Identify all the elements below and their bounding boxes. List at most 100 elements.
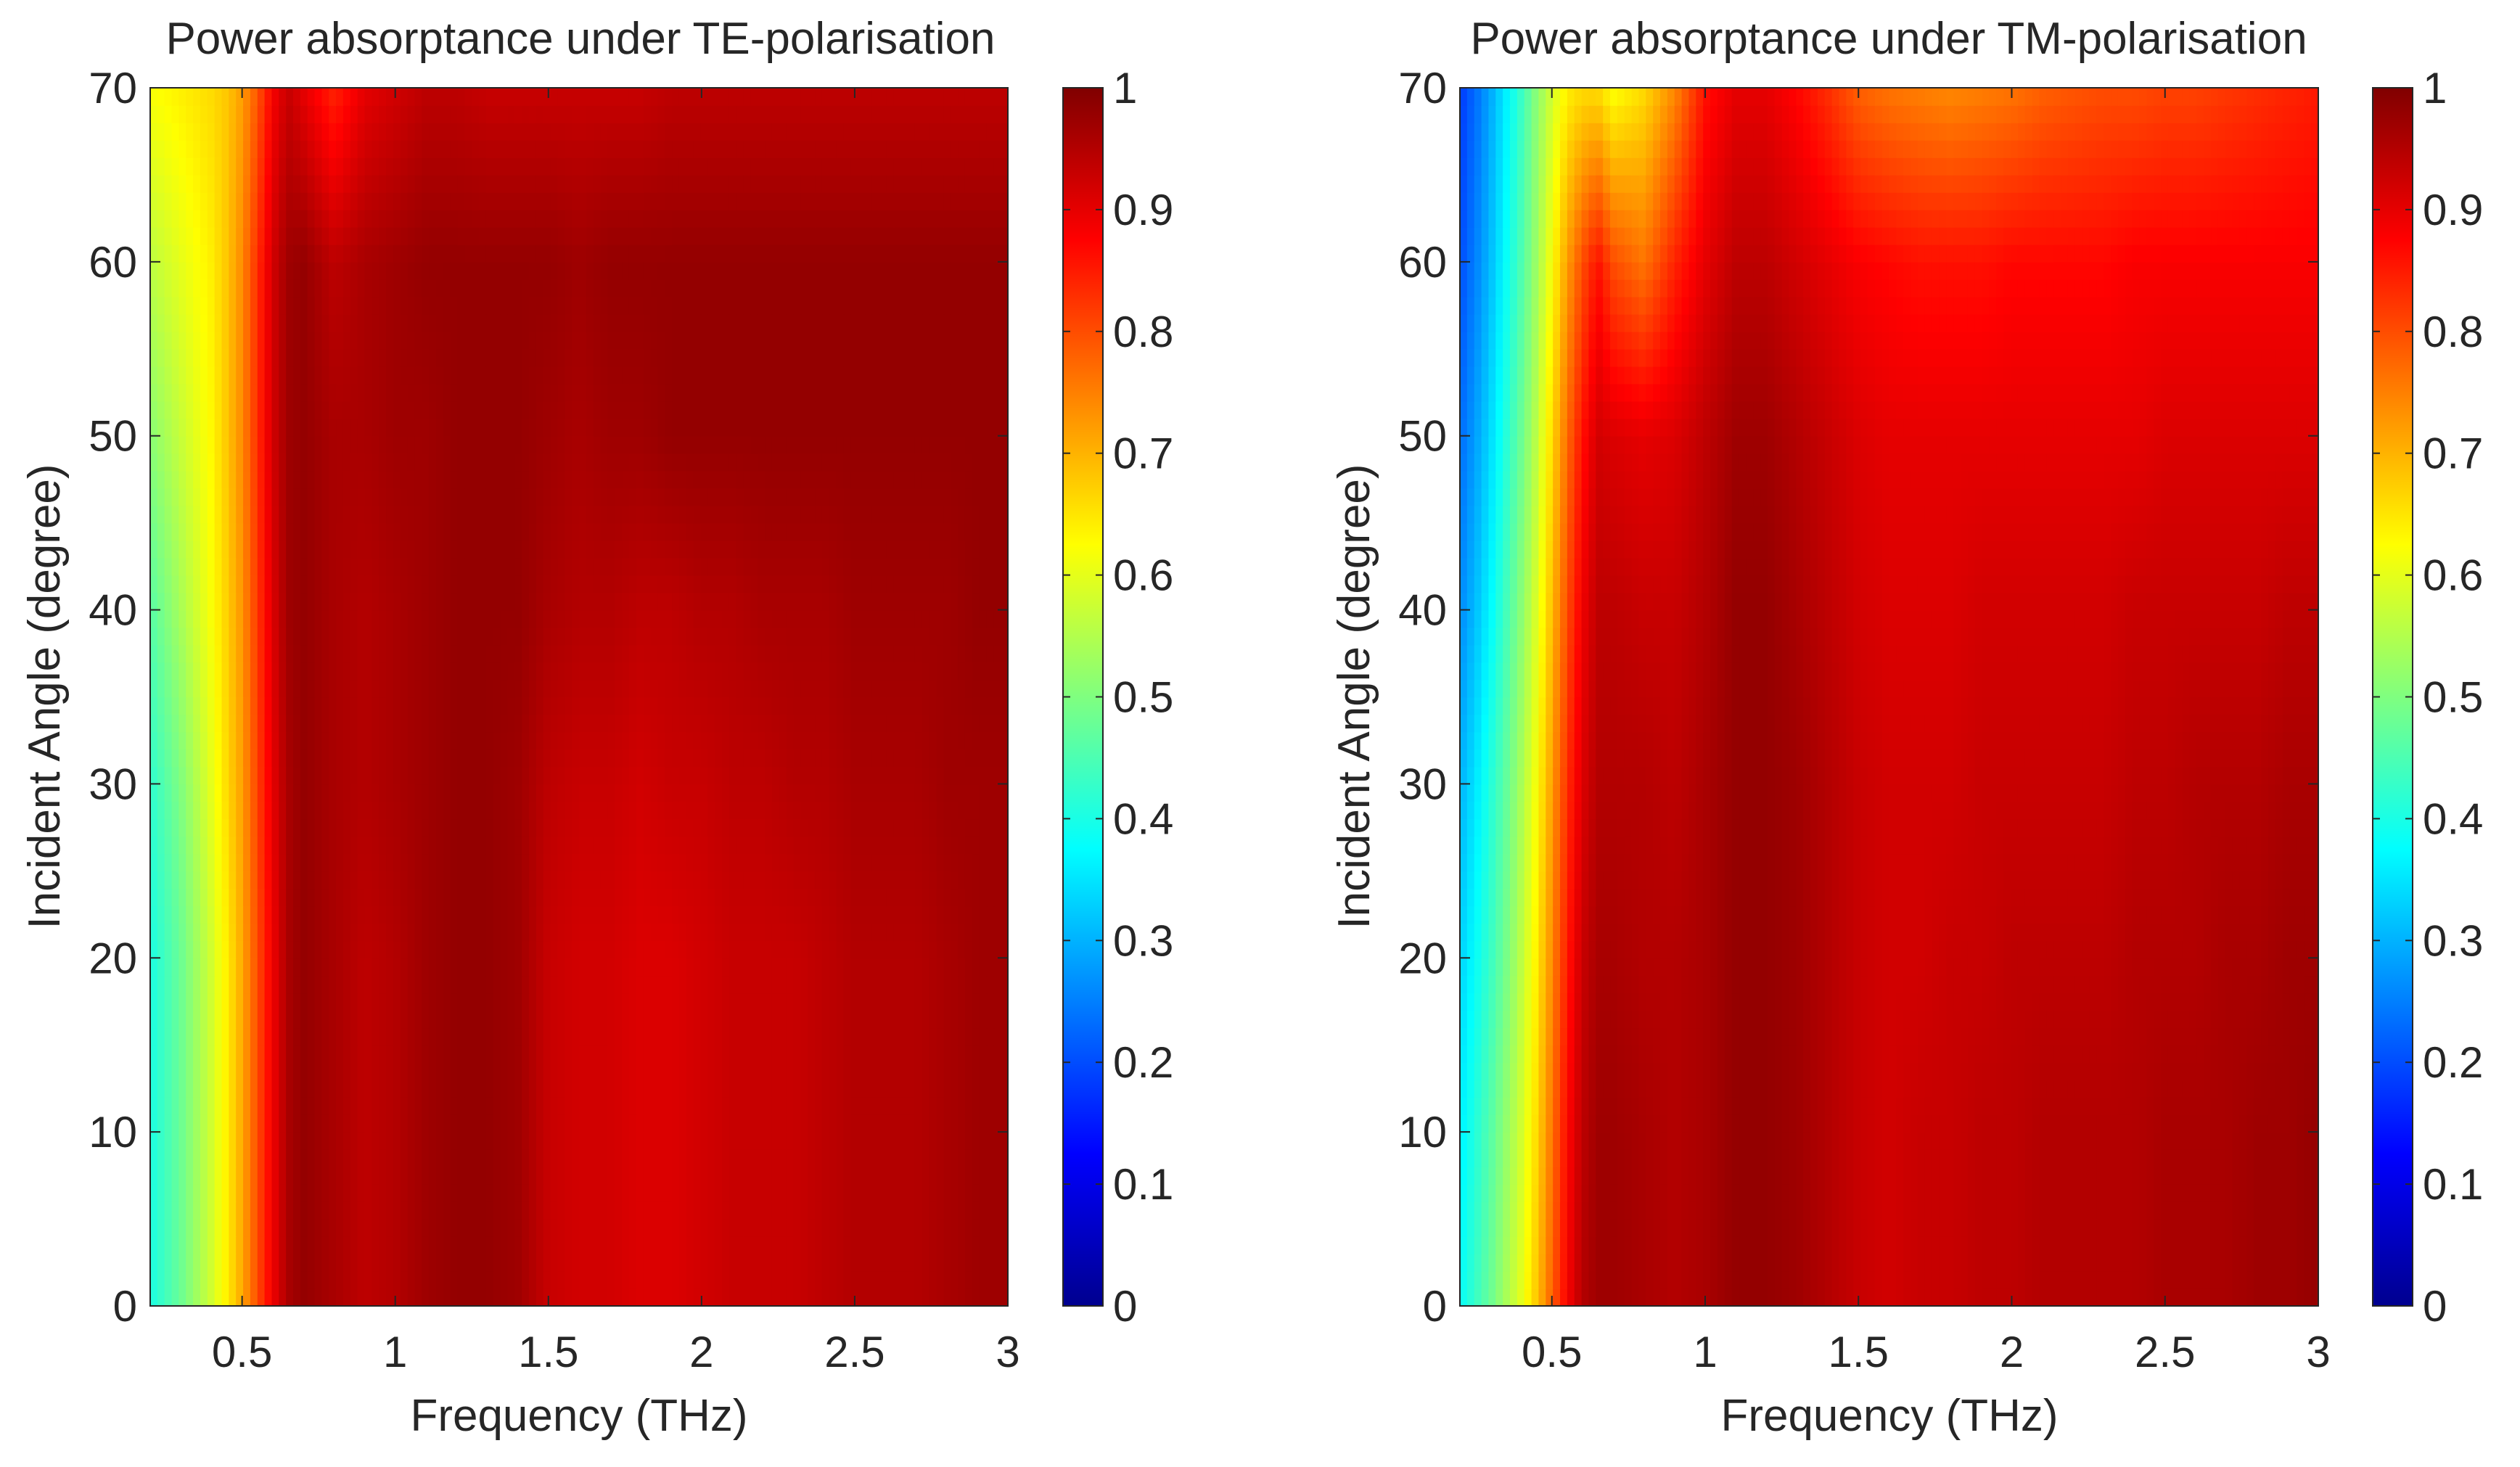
te-heatmap-cell	[958, 1271, 966, 1289]
te-heatmap-cell	[771, 801, 780, 820]
te-heatmap-cell	[342, 784, 351, 802]
te-heatmap-cell	[628, 644, 637, 663]
te-heatmap-cell	[171, 993, 180, 1011]
te-heatmap-cell	[286, 696, 294, 715]
te-heatmap-cell	[586, 1149, 594, 1167]
te-heatmap-cell	[893, 1254, 902, 1272]
te-heatmap-cell	[479, 905, 487, 924]
te-heatmap-cell	[522, 575, 530, 593]
te-heatmap-cell	[357, 1045, 366, 1063]
te-heatmap-cell	[264, 714, 273, 733]
te-heatmap-cell	[615, 1289, 623, 1307]
te-heatmap-cell	[372, 958, 379, 977]
te-heatmap-cell	[743, 801, 752, 820]
te-heatmap-cell	[550, 1114, 559, 1133]
te-heatmap-cell	[379, 836, 387, 855]
te-heatmap-cell	[914, 1167, 923, 1185]
te-heatmap-cell	[171, 1045, 180, 1063]
te-heatmap-cell	[750, 784, 759, 802]
te-heatmap-cell	[715, 818, 723, 837]
te-heatmap-cell	[393, 801, 401, 820]
te-heatmap-cell	[450, 696, 459, 715]
te-heatmap-cell	[750, 1184, 759, 1202]
te-heatmap-cell	[986, 801, 995, 820]
te-heatmap-cell	[314, 1271, 323, 1289]
te-heatmap-cell	[457, 749, 466, 768]
te-heatmap-cell	[200, 1289, 208, 1307]
te-heatmap-cell	[765, 731, 773, 750]
te-heatmap-cell	[914, 905, 923, 924]
te-heatmap-cell	[485, 1254, 494, 1272]
te-heatmap-cell	[943, 1271, 951, 1289]
te-heatmap-cell	[728, 627, 737, 646]
te-heatmap-cell	[615, 853, 623, 872]
te-heatmap-cell	[850, 609, 858, 628]
te-heatmap-cell	[507, 1062, 516, 1080]
te-heatmap-cell	[229, 1167, 237, 1185]
te-heatmap-cell	[607, 1010, 616, 1029]
te-heatmap-cell	[815, 592, 823, 611]
te-heatmap-cell	[1001, 1132, 1009, 1150]
te-heatmap-cell	[628, 993, 637, 1011]
te-heatmap-cell	[786, 958, 795, 977]
te-heatmap-cell	[665, 1184, 673, 1202]
te-heatmap-cell	[693, 1149, 702, 1167]
te-heatmap-cell	[815, 853, 823, 872]
te-heatmap-cell	[750, 714, 759, 733]
te-heatmap-cell	[229, 975, 237, 994]
te-heatmap-cell	[843, 1271, 852, 1289]
te-heatmap-cell	[914, 1271, 923, 1289]
te-heatmap-cell	[514, 1149, 522, 1167]
te-heatmap-cell	[908, 888, 916, 907]
te-heatmap-cell	[886, 1062, 895, 1080]
te-heatmap-cell	[893, 1184, 902, 1202]
te-heatmap-cell	[565, 1167, 572, 1185]
te-heatmap-cell	[386, 923, 394, 942]
te-heatmap-cell	[522, 714, 530, 733]
te-heatmap-cell	[936, 905, 945, 924]
te-heatmap-cell	[643, 1236, 652, 1254]
te-heatmap-cell	[628, 1201, 637, 1220]
te-heatmap-cell	[593, 1045, 602, 1063]
te-heatmap-cell	[407, 1062, 416, 1080]
te-heatmap-cell	[871, 1114, 880, 1133]
te-heatmap-cell	[786, 801, 795, 820]
te-heatmap-cell	[914, 1027, 923, 1046]
te-heatmap-cell	[178, 609, 187, 628]
te-heatmap-cell	[350, 818, 358, 837]
te-heatmap-cell	[342, 1114, 351, 1133]
te-heatmap-cell	[250, 1219, 258, 1237]
te-heatmap-cell	[264, 1045, 273, 1063]
te-heatmap-cell	[657, 1132, 665, 1150]
te-heatmap-cell	[543, 749, 551, 768]
te-heatmap-cell	[607, 1271, 616, 1289]
te-heatmap-cell	[743, 905, 752, 924]
te-heatmap-cell	[593, 958, 602, 977]
te-heatmap-cell	[929, 818, 937, 837]
te-heatmap-cell	[979, 1149, 988, 1167]
te-heatmap-cell	[964, 731, 973, 750]
te-heatmap-cell	[707, 1114, 715, 1133]
te-heatmap-cell	[450, 784, 459, 802]
te-heatmap-cell	[628, 975, 637, 994]
te-heatmap-cell	[665, 731, 673, 750]
te-heatmap-cell	[958, 871, 966, 889]
te-heatmap-cell	[600, 993, 609, 1011]
te-heatmap-cell	[429, 1167, 437, 1185]
te-heatmap-cell	[157, 784, 165, 802]
te-heatmap-cell	[364, 1062, 373, 1080]
te-heatmap-cell	[336, 609, 344, 628]
te-heatmap-cell	[479, 784, 487, 802]
te-heatmap-cell	[522, 853, 530, 872]
te-heatmap-cell	[858, 888, 866, 907]
te-heatmap-cell	[321, 609, 330, 628]
te-heatmap-cell	[622, 1236, 630, 1254]
te-heatmap-cell	[178, 853, 187, 872]
te-heatmap-cell	[821, 871, 830, 889]
te-heatmap-cell	[372, 1167, 379, 1185]
te-heatmap-cell	[650, 801, 659, 820]
te-heatmap-cell	[628, 749, 637, 768]
te-heatmap-cell	[472, 1045, 480, 1063]
te-heatmap-cell	[686, 784, 694, 802]
te-heatmap-cell	[936, 818, 945, 837]
